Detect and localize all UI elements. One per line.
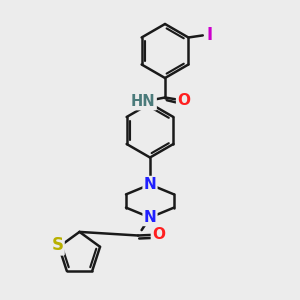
- Text: O: O: [177, 93, 190, 108]
- Text: N: N: [144, 210, 156, 225]
- Text: HN: HN: [131, 94, 156, 109]
- Text: N: N: [144, 177, 156, 192]
- Text: I: I: [206, 26, 212, 44]
- Text: S: S: [52, 236, 64, 254]
- Text: O: O: [152, 227, 165, 242]
